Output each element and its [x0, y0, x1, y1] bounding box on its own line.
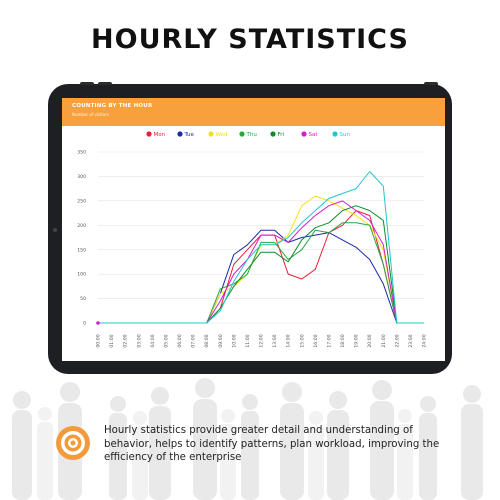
- series-line-sun: [98, 171, 424, 324]
- x-tick-label: 09:00: [218, 334, 224, 347]
- hourly-line-chart: 0 50 100 150 200 250 300 350 00:00 01:00 02:00 03:…: [77, 131, 428, 348]
- tablet-volume-button: [98, 82, 112, 85]
- legend-dot: [177, 131, 183, 137]
- series-line-mon: [98, 210, 424, 324]
- app-title: COUNTING BY THE HOUR: [72, 103, 153, 109]
- x-tick-label: 17:00: [326, 334, 332, 347]
- x-tick-label: 00:00: [96, 334, 102, 347]
- legend-item-sat[interactable]: Sat: [301, 131, 318, 138]
- legend-label: Thu: [246, 132, 257, 138]
- y-tick-label: 250: [77, 198, 86, 204]
- x-tick-label: 11:00: [245, 334, 251, 347]
- legend-item-wed[interactable]: Wed: [208, 131, 228, 138]
- y-tick-label: 0: [83, 321, 86, 327]
- legend-label: Wed: [216, 132, 228, 138]
- legend-dot: [332, 131, 338, 137]
- x-tick-label: 10:00: [231, 334, 237, 347]
- x-tick-label: 14:00: [286, 334, 292, 347]
- y-tick-label: 100: [77, 272, 86, 278]
- x-tick-label: 05:00: [163, 334, 169, 347]
- series-line-fri: [98, 205, 424, 324]
- legend-dot: [270, 131, 276, 137]
- target-icon: [56, 426, 90, 460]
- y-tick-label: 150: [77, 247, 86, 253]
- page-headline: HOURLY STATISTICS: [91, 24, 409, 55]
- legend-item-mon[interactable]: Mon: [146, 131, 166, 138]
- y-tick-label: 350: [77, 150, 86, 156]
- legend-item-sun[interactable]: Sun: [332, 131, 350, 138]
- x-tick-label: 24:00: [422, 334, 428, 347]
- legend-dot: [208, 131, 214, 137]
- legend-label: Fri: [278, 132, 285, 138]
- x-tick-label: 12:00: [259, 334, 265, 347]
- tablet-power-button: [424, 82, 438, 85]
- app-subtitle: Number of visitors: [72, 112, 109, 117]
- x-tick-label: 18:00: [340, 334, 346, 347]
- legend-label: Sun: [340, 132, 351, 138]
- x-tick-label: 21:00: [381, 334, 387, 347]
- description-text: Hourly statistics provide greater detail…: [104, 425, 440, 463]
- x-tick-label: 04:00: [150, 334, 156, 347]
- legend-dot: [239, 131, 245, 137]
- x-tick-label: 16:00: [313, 334, 319, 347]
- x-tick-label: 01:00: [109, 334, 115, 347]
- x-tick-label: 22:00: [394, 334, 400, 347]
- x-tick-label: 03:00: [136, 334, 142, 347]
- y-tick-label: 200: [77, 223, 86, 229]
- legend-item-fri[interactable]: Fri: [270, 131, 285, 138]
- tablet-volume-button: [80, 82, 94, 85]
- series-line-tue: [98, 229, 424, 324]
- x-tick-label: 19:00: [354, 334, 360, 347]
- x-tick-label: 20:00: [367, 334, 373, 347]
- chart-legend[interactable]: Mon Tue Wed Thu Fri Sat Sun: [146, 131, 350, 138]
- legend-label: Mon: [154, 132, 166, 138]
- legend-item-thu[interactable]: Thu: [239, 131, 257, 138]
- legend-label: Sat: [309, 132, 319, 138]
- y-tick-label: 300: [77, 174, 86, 180]
- series-line-sat: [98, 200, 424, 324]
- legend-label: Tue: [184, 132, 195, 138]
- y-tick-label: 50: [80, 296, 86, 302]
- x-tick-label: 06:00: [177, 334, 183, 347]
- crowd-silhouette-image: [12, 378, 483, 500]
- x-tick-label: 23:00: [408, 334, 414, 347]
- x-tick-label: 13:00: [272, 334, 278, 347]
- legend-dot: [301, 131, 307, 137]
- x-tick-label: 02:00: [123, 334, 129, 347]
- legend-dot: [146, 131, 152, 137]
- chart-series: [96, 171, 424, 325]
- app-header: COUNTING BY THE HOUR Number of visitors: [62, 98, 445, 126]
- x-tick-label: 15:00: [299, 334, 305, 347]
- x-tick-label: 08:00: [204, 334, 210, 347]
- series-line-thu: [98, 222, 424, 324]
- camera-icon: [53, 228, 57, 232]
- x-tick-label: 07:00: [191, 334, 197, 347]
- tablet-screen: COUNTING BY THE HOUR Number of visitors …: [62, 98, 445, 361]
- y-axis-ticks: 0 50 100 150 200 250 300 350: [77, 150, 86, 327]
- legend-item-tue[interactable]: Tue: [177, 131, 195, 138]
- x-axis-ticks: 00:00 01:00 02:00 03:00 04:00 05:00 06:00 07:00…: [96, 334, 428, 347]
- series-start-dot: [96, 321, 100, 325]
